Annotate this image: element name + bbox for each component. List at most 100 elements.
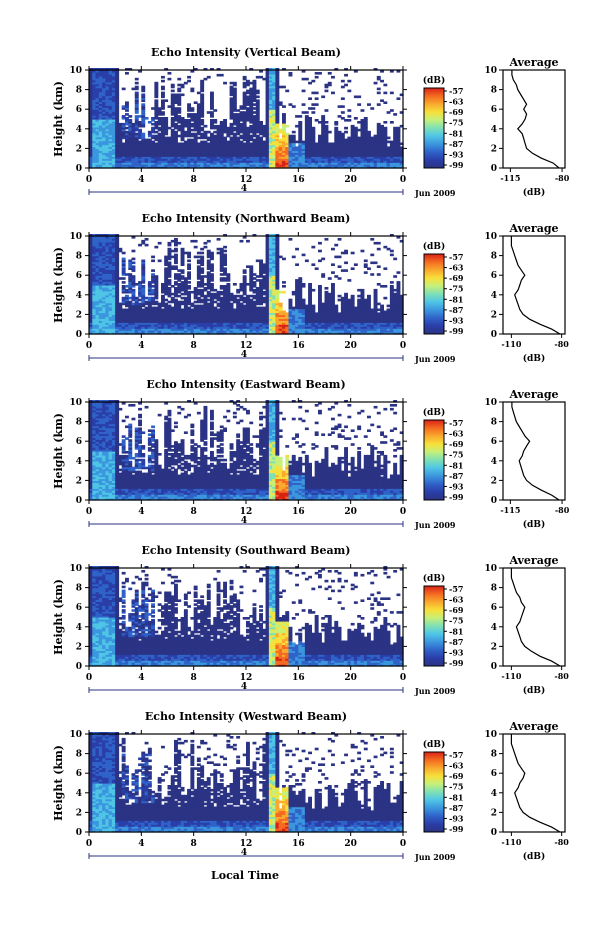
heatmap-cell — [170, 146, 175, 149]
heatmap-cell — [318, 142, 322, 146]
heatmap-cell — [386, 154, 391, 157]
heatmap-cell — [246, 117, 250, 120]
heatmap-cell — [229, 158, 234, 161]
heatmap-cell — [200, 97, 205, 100]
heatmap-cell — [89, 119, 93, 122]
heatmap-cell — [154, 138, 159, 142]
heatmap-cell — [180, 164, 185, 167]
heatmap-cell — [311, 136, 316, 140]
heatmap-cell — [327, 130, 332, 134]
heatmap-cell — [219, 128, 224, 132]
heatmap-cell — [138, 132, 142, 136]
heatmap-cell — [367, 144, 371, 148]
heatmap-cell — [242, 152, 247, 155]
heatmap-cell — [275, 142, 280, 146]
heatmap-cell — [121, 251, 126, 255]
heatmap-cell — [121, 124, 126, 128]
heatmap-cell — [92, 93, 97, 97]
heatmap-cell — [360, 162, 365, 165]
heatmap-cell — [89, 99, 93, 102]
heatmap-cell — [249, 111, 254, 114]
heatmap-cell — [376, 146, 381, 149]
heatmap-cell — [111, 128, 116, 132]
heatmap-cell — [118, 152, 123, 155]
heatmap-cell — [95, 72, 100, 75]
heatmap-cell — [177, 166, 182, 169]
heatmap-cell — [252, 150, 257, 153]
heatmap-cell — [177, 121, 182, 124]
heatmap-cell — [301, 77, 306, 81]
heatmap-cell — [138, 146, 142, 149]
heatmap-cell — [89, 111, 93, 114]
heatmap-cell — [134, 128, 139, 132]
heatmap-cell — [272, 103, 277, 106]
heatmap-cell — [108, 73, 113, 77]
heatmap-cell — [275, 99, 280, 102]
heatmap-cell — [278, 158, 283, 161]
heatmap-cell — [125, 109, 129, 112]
heatmap-cell — [167, 105, 172, 108]
heatmap-cell — [177, 99, 182, 102]
heatmap-cell — [295, 124, 299, 128]
heatmap-cell — [210, 144, 214, 148]
heatmap-cell — [239, 130, 244, 134]
heatmap-cell — [115, 91, 120, 95]
heatmap-cell — [295, 162, 299, 165]
heatmap-cell — [288, 164, 293, 167]
panel-title: Echo Intensity (Northward Beam) — [142, 212, 351, 225]
heatmap-cell — [89, 158, 93, 161]
heatmap-cell — [216, 150, 221, 153]
heatmap-cell — [239, 162, 244, 165]
heatmap-cell — [272, 85, 277, 89]
heatmap-cell — [180, 138, 185, 142]
heatmap-cell — [216, 148, 221, 151]
heatmap-cell — [167, 164, 172, 167]
heatmap-cell — [187, 107, 191, 110]
heatmap-cell — [170, 93, 175, 97]
heatmap-cell — [92, 75, 97, 79]
heatmap-cell — [249, 166, 254, 169]
heatmap-cell — [376, 91, 381, 95]
heatmap-cell — [373, 148, 378, 151]
heatmap-cell — [259, 144, 263, 148]
heatmap-cell — [265, 154, 270, 157]
heatmap-cell — [170, 89, 175, 93]
heatmap-cell — [98, 128, 103, 132]
heatmap-cell — [200, 79, 205, 83]
heatmap-cell — [360, 138, 365, 142]
heatmap-cell — [105, 97, 110, 100]
heatmap-cell — [216, 156, 221, 159]
heatmap-cell — [239, 150, 244, 153]
heatmap-cell — [187, 154, 191, 157]
heatmap-cell — [308, 150, 312, 153]
heatmap-cell — [275, 117, 280, 120]
heatmap-cell — [249, 113, 254, 116]
heatmap-cell — [285, 142, 290, 146]
heatmap-cell — [89, 138, 93, 142]
heatmap-cell — [249, 150, 254, 153]
heatmap-cell — [174, 150, 178, 153]
heatmap-cell — [291, 164, 296, 167]
heatmap-cell — [118, 132, 123, 136]
heatmap-cell — [219, 150, 224, 153]
heatmap-cell — [200, 81, 205, 85]
heatmap-cell — [340, 150, 345, 153]
heatmap-cell — [304, 115, 309, 118]
heatmap-cell — [265, 89, 270, 93]
heatmap-cell — [157, 121, 162, 124]
heatmap-cell — [180, 156, 185, 159]
heatmap-cell — [236, 150, 241, 153]
heatmap-cell — [340, 97, 345, 100]
heatmap-cell — [193, 121, 198, 124]
heatmap-cell — [92, 111, 97, 114]
heatmap-cell — [89, 117, 93, 120]
heatmap-cell — [229, 93, 234, 97]
heatmap-cell — [255, 124, 260, 128]
heatmap-cell — [170, 83, 175, 87]
heatmap-cell — [187, 132, 191, 136]
heatmap-cell — [196, 142, 201, 146]
heatmap-cell — [259, 136, 263, 140]
heatmap-cell — [210, 142, 214, 146]
heatmap-cell — [291, 140, 296, 144]
heatmap-cell — [236, 124, 241, 128]
